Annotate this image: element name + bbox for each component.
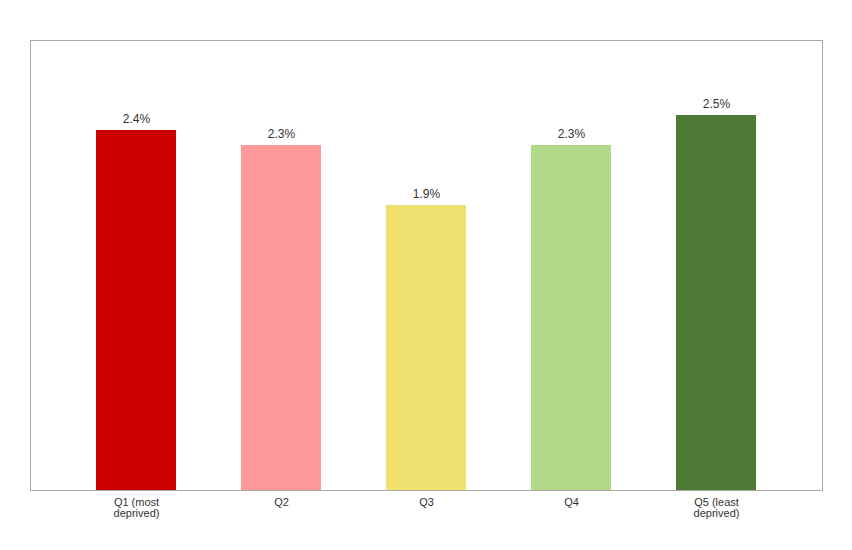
svg-text:2.3%: 2.3% xyxy=(558,127,586,141)
svg-text:1.9%: 1.9% xyxy=(413,187,441,201)
svg-text:Q1 (mostdeprived): Q1 (mostdeprived) xyxy=(114,496,160,519)
svg-text:2.4%: 2.4% xyxy=(123,112,151,126)
svg-text:Q3: Q3 xyxy=(419,496,434,508)
svg-text:Q4: Q4 xyxy=(564,496,579,508)
svg-text:2.3%: 2.3% xyxy=(268,127,296,141)
svg-text:Q2: Q2 xyxy=(274,496,289,508)
svg-text:2.5%: 2.5% xyxy=(703,97,731,111)
svg-text:Q5 (leastdeprived): Q5 (leastdeprived) xyxy=(694,496,740,519)
